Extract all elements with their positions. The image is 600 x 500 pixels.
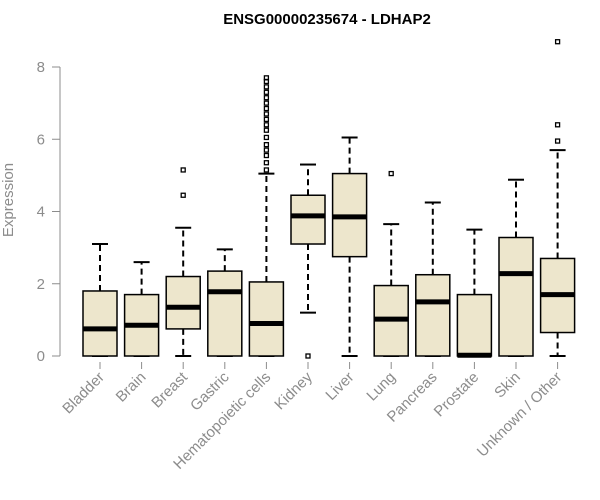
- box-prostate: [456, 293, 493, 357]
- outlier-point: [263, 111, 270, 117]
- box-group-breast: [165, 167, 201, 357]
- x-tick-label-breast: Breast: [148, 368, 191, 411]
- outlier-point: [554, 138, 561, 144]
- box-group-bladder: [82, 243, 118, 357]
- y-ticks: 0 2 4 6 8: [37, 59, 60, 365]
- outlier-point: [263, 89, 270, 95]
- box-pancreas: [415, 273, 451, 357]
- box-group-brain: [123, 261, 160, 357]
- y-tick-label: 0: [37, 348, 45, 365]
- outlier-point: [263, 75, 270, 81]
- box-gastric: [207, 270, 243, 357]
- outlier-point: [263, 84, 270, 90]
- x-tick-label-brain: Brain: [113, 369, 150, 406]
- outlier-point: [263, 152, 270, 159]
- outlier-point: [263, 95, 270, 101]
- y-tick-label: 2: [37, 276, 45, 293]
- outlier-point: [180, 192, 186, 198]
- x-tick-label-skin: Skin: [491, 369, 524, 402]
- box-group-unknown-other: [539, 39, 576, 357]
- x-tick-label-liver: Liver: [322, 369, 357, 404]
- box-hematopoietic-cells: [248, 281, 285, 357]
- y-tick-label: 4: [37, 204, 45, 221]
- box-group-liver: [331, 136, 368, 357]
- box-bladder: [82, 290, 118, 357]
- outlier-point: [263, 127, 270, 133]
- x-tick-label-prostate: Prostate: [431, 369, 483, 421]
- x-tick-label-kidney: Kidney: [271, 368, 316, 413]
- box-kidney: [290, 194, 326, 245]
- outlier-point: [263, 134, 270, 141]
- x-tick-label-lung: Lung: [363, 369, 399, 405]
- outlier-point: [388, 170, 394, 177]
- boxes-group: [82, 39, 576, 359]
- y-axis-label: Expression: [0, 163, 17, 237]
- box-group-pancreas: [415, 201, 451, 357]
- y-tick-label: 8: [37, 59, 45, 76]
- outlier-point: [180, 167, 186, 173]
- box-group-kidney: [290, 163, 326, 359]
- outlier-point: [554, 39, 561, 45]
- outlier-point: [305, 353, 311, 359]
- outlier-point: [263, 147, 270, 153]
- x-tick-label-bladder: Bladder: [59, 369, 108, 418]
- box-group-prostate: [456, 228, 493, 358]
- box-group-gastric: [207, 248, 243, 357]
- outlier-point: [263, 100, 270, 106]
- outlier-point: [263, 167, 270, 173]
- box-group-hematopoietic-cells: [248, 75, 285, 357]
- outlier-point: [263, 122, 270, 128]
- outlier-point: [554, 122, 561, 128]
- box-group-skin: [498, 178, 534, 357]
- y-tick-label: 6: [37, 131, 45, 148]
- chart-title: ENSG00000235674 - LDHAP2: [223, 11, 431, 28]
- box-breast: [165, 275, 201, 330]
- outlier-point: [263, 116, 270, 123]
- outlier-point: [263, 105, 270, 112]
- outlier-point: [263, 160, 270, 166]
- outlier-point: [263, 142, 270, 148]
- box-group-lung: [373, 170, 409, 357]
- box-skin: [498, 236, 534, 357]
